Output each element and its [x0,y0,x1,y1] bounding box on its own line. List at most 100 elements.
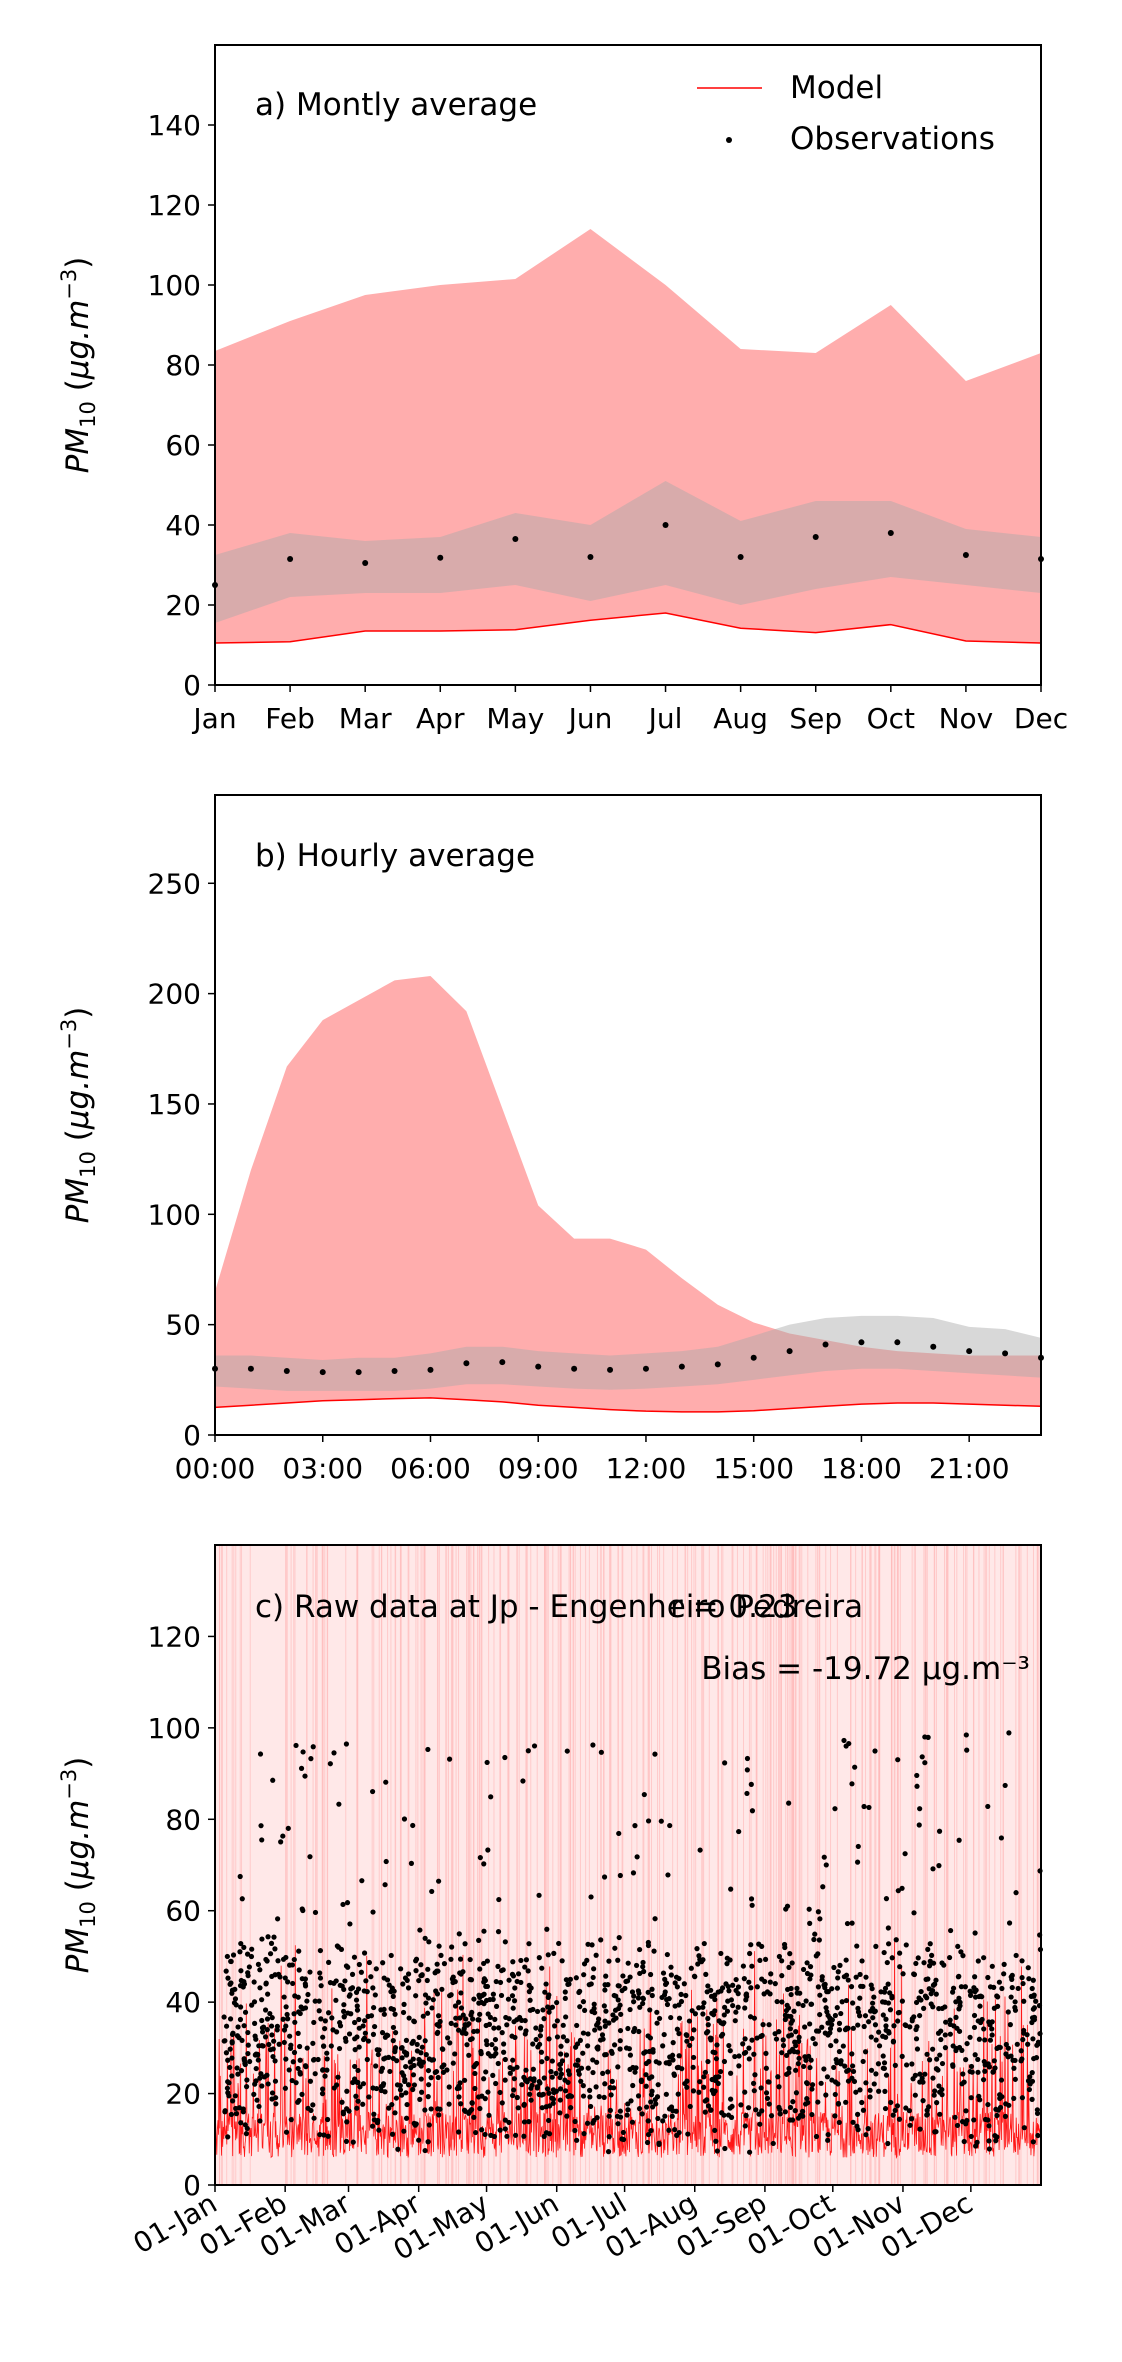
observation-point [956,1837,962,1843]
observation-point [818,2080,824,2086]
observation-point [352,2063,358,2070]
observation-point [591,1966,597,1972]
observation-point [365,2013,371,2019]
observation-point [617,2108,623,2114]
observation-point [603,1973,609,1979]
observation-point [927,1941,933,1947]
observation-point [1003,2051,1009,2057]
observation-point [244,1951,251,1957]
observation-point [808,2001,814,2007]
observation-point [897,1950,903,1956]
observation-point [640,1959,646,1966]
observation-point [990,2069,996,2075]
observation-point [230,1952,237,1958]
observation-point [775,2074,781,2080]
observation-point [483,1983,489,1990]
observation-point [822,1341,829,1348]
observation-point [1027,2074,1033,2080]
observation-point [271,2038,277,2044]
y-tick-label: 120 [148,189,201,222]
observation-point [596,2094,602,2100]
observation-point [340,2111,347,2117]
observation-point [535,2044,541,2050]
observation-point [335,2074,341,2080]
observation-point [978,1993,984,1999]
observation-point [229,2055,235,2061]
observation-point [900,1971,906,1977]
observation-point [1010,2057,1016,2063]
observation-point [817,1992,823,1998]
observation-point [221,2014,227,2020]
observation-point [563,1977,569,1983]
observation-point [324,2056,330,2062]
observation-point [558,2051,564,2057]
observation-point [895,2010,902,2016]
observation-point [920,2098,926,2104]
observation-point [253,2078,259,2084]
observation-point [280,2016,286,2022]
observation-point [458,1990,464,1996]
observation-point [871,2081,877,2087]
observation-point [1005,2045,1011,2051]
observation-point [253,2036,259,2042]
observation-point [517,2025,524,2031]
observation-point [550,2100,556,2106]
observation-point [972,1930,978,1936]
observation-point [400,1981,406,1987]
observation-point [227,2064,233,2071]
observation-point [606,2020,612,2026]
observation-point [678,1991,684,1997]
observation-point [697,2079,703,2085]
y-tick-label: 20 [165,2078,201,2111]
observation-point [954,2122,961,2129]
observation-point [468,2012,474,2018]
observation-point [925,1976,931,1982]
observation-point [296,2009,302,2015]
observation-point [285,2016,291,2022]
observation-point [800,2113,806,2119]
observation-point [434,1961,440,1967]
observation-point [637,1946,643,1953]
observation-point [817,1916,823,1922]
observation-point [549,2058,555,2064]
observation-point [228,1958,234,1965]
observation-point [724,1955,730,1961]
observation-point [803,2057,809,2063]
y-tick-label: 140 [148,109,201,142]
observation-point [403,2090,409,2096]
observation-point [510,2057,516,2063]
observation-point [457,2015,463,2021]
observation-point [333,1997,339,2003]
observation-point [808,2057,814,2063]
observation-point [710,2012,717,2018]
observation-point [986,2123,992,2129]
observation-point [794,1985,800,1991]
observation-point [410,2072,417,2078]
observation-point [259,1837,265,1843]
observation-point [447,1756,453,1762]
observation-point [844,1920,851,1927]
observation-point [371,2117,377,2123]
observation-point [319,2091,326,2097]
observation-point [376,2127,382,2133]
observation-point [511,2076,518,2082]
observation-point [312,1909,319,1916]
observation-point [832,2113,838,2119]
observation-point [823,2005,829,2011]
observation-point [913,2026,919,2033]
observation-point [448,2020,454,2026]
observation-point [530,2041,536,2047]
observation-point [702,2069,708,2075]
observation-point [447,1993,453,1999]
observation-point [371,2004,377,2011]
observation-point [539,2105,545,2111]
observation-point [708,1993,715,1999]
observation-point [501,2041,507,2047]
observation-point [661,2031,667,2038]
observation-point [417,2096,423,2102]
observation-point [419,1972,425,1978]
observation-point [321,2132,327,2138]
observation-point [283,2129,290,2135]
observation-point [802,2024,808,2030]
observation-point [793,2029,799,2035]
